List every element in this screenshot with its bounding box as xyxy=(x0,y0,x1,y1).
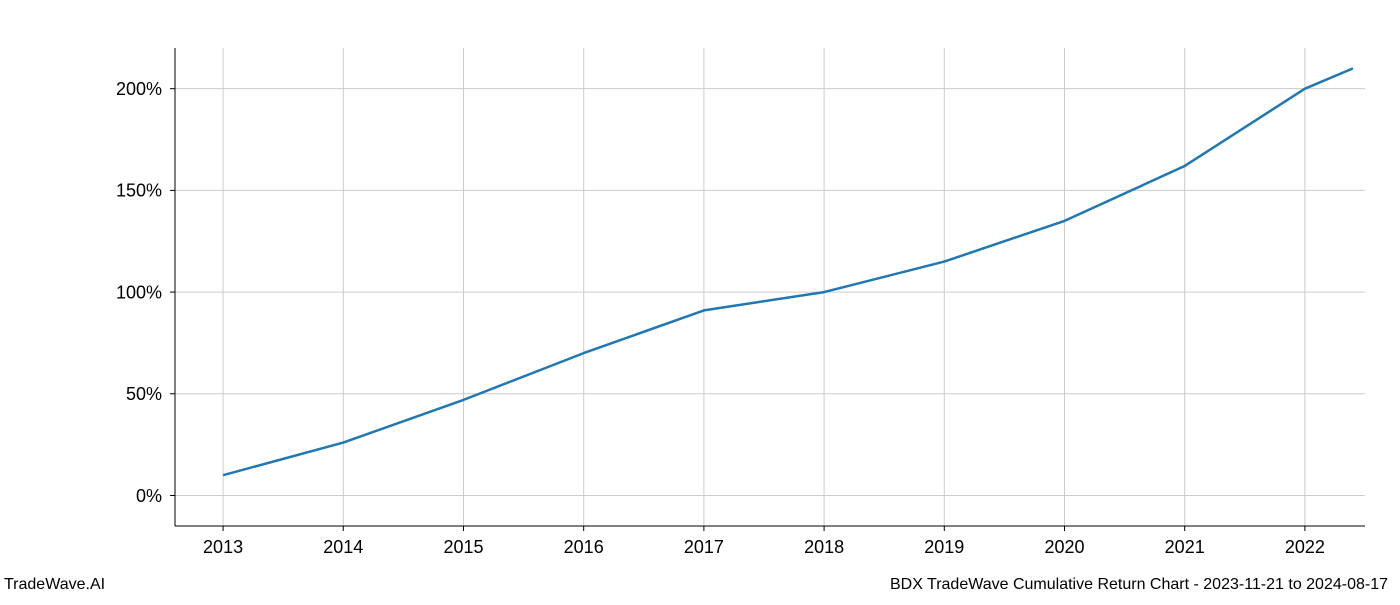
footer-caption: BDX TradeWave Cumulative Return Chart - … xyxy=(890,576,1388,594)
svg-text:50%: 50% xyxy=(126,384,162,404)
chart-container: 2013 2014 2015 2016 2017 2018 2019 2020 2021 2022… xyxy=(0,0,1400,600)
svg-text:0%: 0% xyxy=(136,486,162,506)
svg-text:100%: 100% xyxy=(116,282,162,302)
svg-text:2019: 2019 xyxy=(924,537,964,557)
svg-text:2021: 2021 xyxy=(1165,537,1205,557)
svg-text:2018: 2018 xyxy=(804,537,844,557)
svg-text:2022: 2022 xyxy=(1285,537,1325,557)
svg-text:2015: 2015 xyxy=(443,537,483,557)
footer-brand: TradeWave.AI xyxy=(4,576,105,594)
svg-text:200%: 200% xyxy=(116,79,162,99)
svg-text:2017: 2017 xyxy=(684,537,724,557)
svg-text:2014: 2014 xyxy=(323,537,363,557)
line-chart: 2013 2014 2015 2016 2017 2018 2019 2020 2021 2022… xyxy=(0,0,1400,600)
svg-text:2016: 2016 xyxy=(564,537,604,557)
svg-text:2020: 2020 xyxy=(1044,537,1084,557)
svg-text:150%: 150% xyxy=(116,181,162,201)
svg-text:2013: 2013 xyxy=(203,537,243,557)
